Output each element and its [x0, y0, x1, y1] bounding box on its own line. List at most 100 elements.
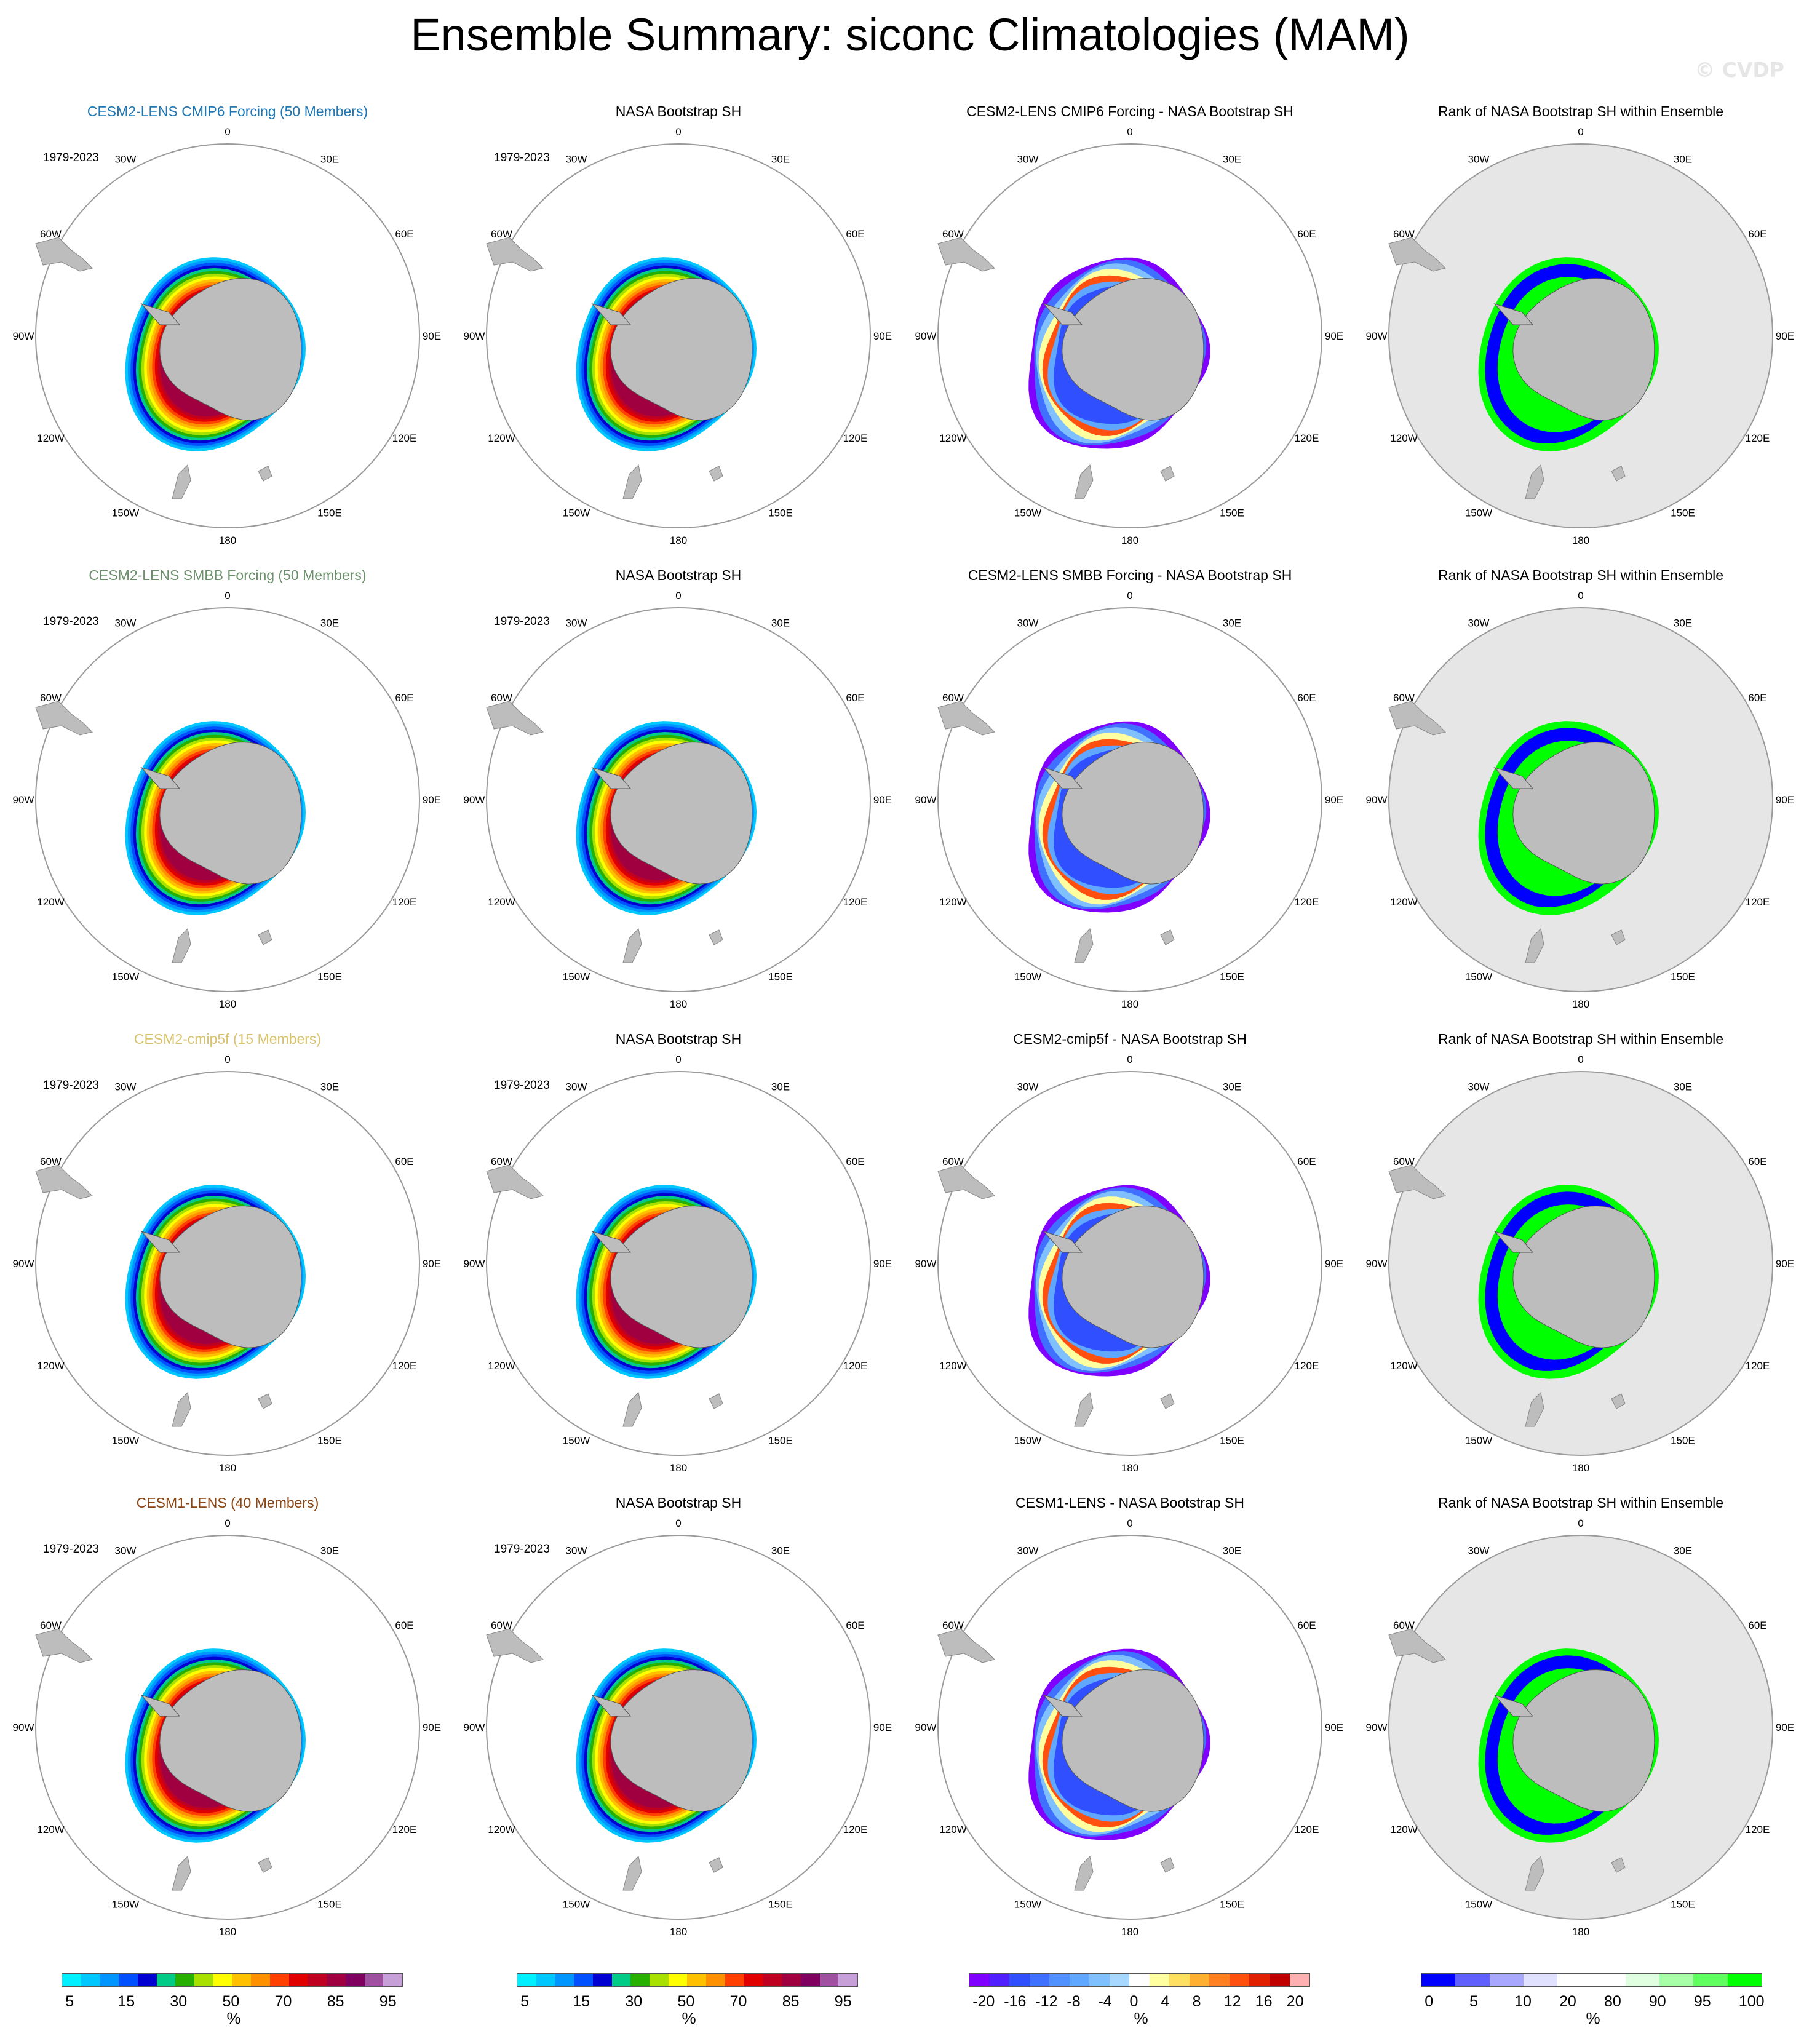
colorbar-swatch [1659, 1974, 1694, 1986]
meridian-label: 90W [13, 1258, 34, 1270]
meridian-label: 60E [1748, 1620, 1766, 1631]
meridian-label: 120E [392, 896, 417, 908]
period-label: 1979-2023 [494, 615, 550, 628]
meridian-label: 30W [566, 1081, 587, 1093]
obs-panel: NASA Bootstrap SH 1979-2023 0 30E 60E 90E 120E… [451, 567, 906, 1022]
meridian-label: 90W [13, 1722, 34, 1733]
meridian-label: 150W [1465, 1435, 1492, 1447]
rank-panel: Rank of NASA Bootstrap SH within Ensembl… [1353, 567, 1808, 1022]
meridian-label: 90E [1325, 1722, 1343, 1733]
meridian-label: 180 [670, 1462, 687, 1474]
colorbar-tick-label: 15 [573, 1993, 590, 2010]
meridian-label: 30E [320, 154, 339, 165]
panel-title: NASA Bootstrap SH [615, 1495, 742, 1511]
meridian-label: 90E [1776, 1722, 1794, 1733]
meridian-label: 90W [464, 330, 485, 342]
colorbar-swatch [782, 1974, 801, 1986]
colorbar-swatch [100, 1974, 119, 1986]
new-zealand-land [1074, 464, 1094, 499]
meridian-label: 150E [317, 1899, 342, 1911]
colorbar-swatch [706, 1974, 725, 1986]
meridian-label: 150E [1671, 507, 1695, 519]
meridian-label: 150E [317, 971, 342, 983]
colorbar-tick-label: 95 [379, 1993, 397, 2010]
meridian-label: 60E [846, 1156, 864, 1167]
antarctic-peninsula [591, 1694, 632, 1717]
colorbar-swatch [1089, 1974, 1110, 1986]
colorbar-tick-label: 16 [1255, 1993, 1273, 2010]
antarctic-peninsula [591, 766, 632, 789]
meridian-label: 60E [395, 692, 413, 704]
polar-map: 0 30E 60E 90E 120E 150E 180 150W 120W 90W 60W 30W [1366, 590, 1795, 1010]
colorbar-tick-label: 0 [1425, 1993, 1434, 2010]
meridian-label: 60W [40, 228, 62, 240]
meridian-label: 90W [915, 794, 937, 806]
meridian-label: 180 [1572, 998, 1589, 1010]
meridian-label: 150E [317, 507, 342, 519]
meridian-label: 120W [1390, 896, 1417, 908]
polar-map: 0 30E 60E 90E 120E 150E 180 150W 120W 90W 60W 30W [464, 1517, 892, 1938]
colorbar-swatch [574, 1974, 593, 1986]
meridian-label: 60E [846, 692, 864, 704]
meridian-label: 180 [1572, 1926, 1589, 1938]
colorbar-tick-label: -12 [1035, 1993, 1058, 2010]
colorbar-swatch [1249, 1974, 1270, 1986]
panel-title: NASA Bootstrap SH [615, 103, 742, 119]
colorbar-tick-label: 70 [274, 1993, 292, 2010]
meridian-label: 180 [1121, 998, 1138, 1010]
meridian-label: 30W [566, 154, 587, 165]
polar-map: 0 30E 60E 90E 120E 150E 180 150W 120W 90W 60W 30W [13, 590, 442, 1010]
panel-title: CESM2-LENS CMIP6 Forcing (50 Members) [87, 103, 368, 119]
meridian-label: 180 [1121, 1462, 1138, 1474]
new-zealand-land [1074, 1391, 1094, 1427]
meridian-label: 30W [115, 1081, 137, 1093]
colorbar-swatch [1229, 1974, 1250, 1986]
colorbar-tick-label: 10 [1514, 1993, 1532, 2010]
period-label: 1979-2023 [494, 1079, 550, 1092]
meridian-label: 150E [1220, 1435, 1244, 1447]
meridian-label: 180 [1572, 1462, 1589, 1474]
page-title: Ensemble Summary: siconc Climatologies (… [410, 9, 1410, 60]
colorbar-tick-label: -20 [972, 1993, 995, 2010]
meridian-label: 60W [942, 228, 964, 240]
new-zealand-land [622, 1391, 642, 1427]
antarctic-peninsula [1043, 1230, 1083, 1253]
antarctic-peninsula [1043, 1694, 1083, 1717]
colorbar-swatch [1557, 1974, 1592, 1986]
meridian-label: 30E [1223, 1545, 1241, 1557]
meridian-label: 180 [219, 1462, 236, 1474]
meridian-label: 30E [771, 1081, 790, 1093]
meridian-label: 120W [939, 1360, 966, 1372]
meridian-label: 180 [670, 535, 687, 546]
meridian-label: 150E [1671, 971, 1695, 983]
panel-title: Rank of NASA Bootstrap SH within Ensembl… [1437, 103, 1724, 119]
colorbar-swatch [1129, 1974, 1150, 1986]
polar-map: 0 30E 60E 90E 120E 150E 180 150W 120W 90W 60W 30W [13, 1054, 442, 1474]
meridian-label: 60W [1393, 228, 1415, 240]
colorbar-swatch [744, 1974, 763, 1986]
colorbar-swatch [232, 1974, 252, 1986]
meridian-label: 0 [225, 1517, 230, 1529]
colorbar-swatch [725, 1974, 744, 1986]
meridian-label: 120E [1746, 1360, 1770, 1372]
colorbar-tick-label: 15 [117, 1993, 135, 2010]
new-zealand-land [1525, 1391, 1544, 1427]
meridian-label: 150W [112, 1899, 139, 1911]
meridian-label: 60W [491, 1620, 512, 1631]
meridian-label: 90E [423, 1722, 441, 1733]
meridian-label: 60E [395, 1156, 413, 1167]
meridian-label: 150W [1014, 971, 1041, 983]
tasmania-land [709, 466, 723, 482]
colorbar-tick-label: 50 [222, 1993, 240, 2010]
new-zealand-land [1074, 1855, 1094, 1891]
meridian-label: 30E [771, 618, 790, 629]
colorbar-unit: % [682, 2009, 696, 2027]
south-america-land [1388, 1628, 1446, 1663]
colorbar-swatch [269, 1974, 289, 1986]
polar-map: 0 30E 60E 90E 120E 150E 180 150W 120W 90W 60W 30W [915, 1517, 1344, 1938]
colorbar-swatch [536, 1974, 555, 1986]
meridian-label: 150W [1465, 1899, 1492, 1911]
colorbar-swatch [345, 1974, 365, 1986]
colorbar-tick-label: 70 [729, 1993, 747, 2010]
tasmania-land [258, 929, 272, 945]
